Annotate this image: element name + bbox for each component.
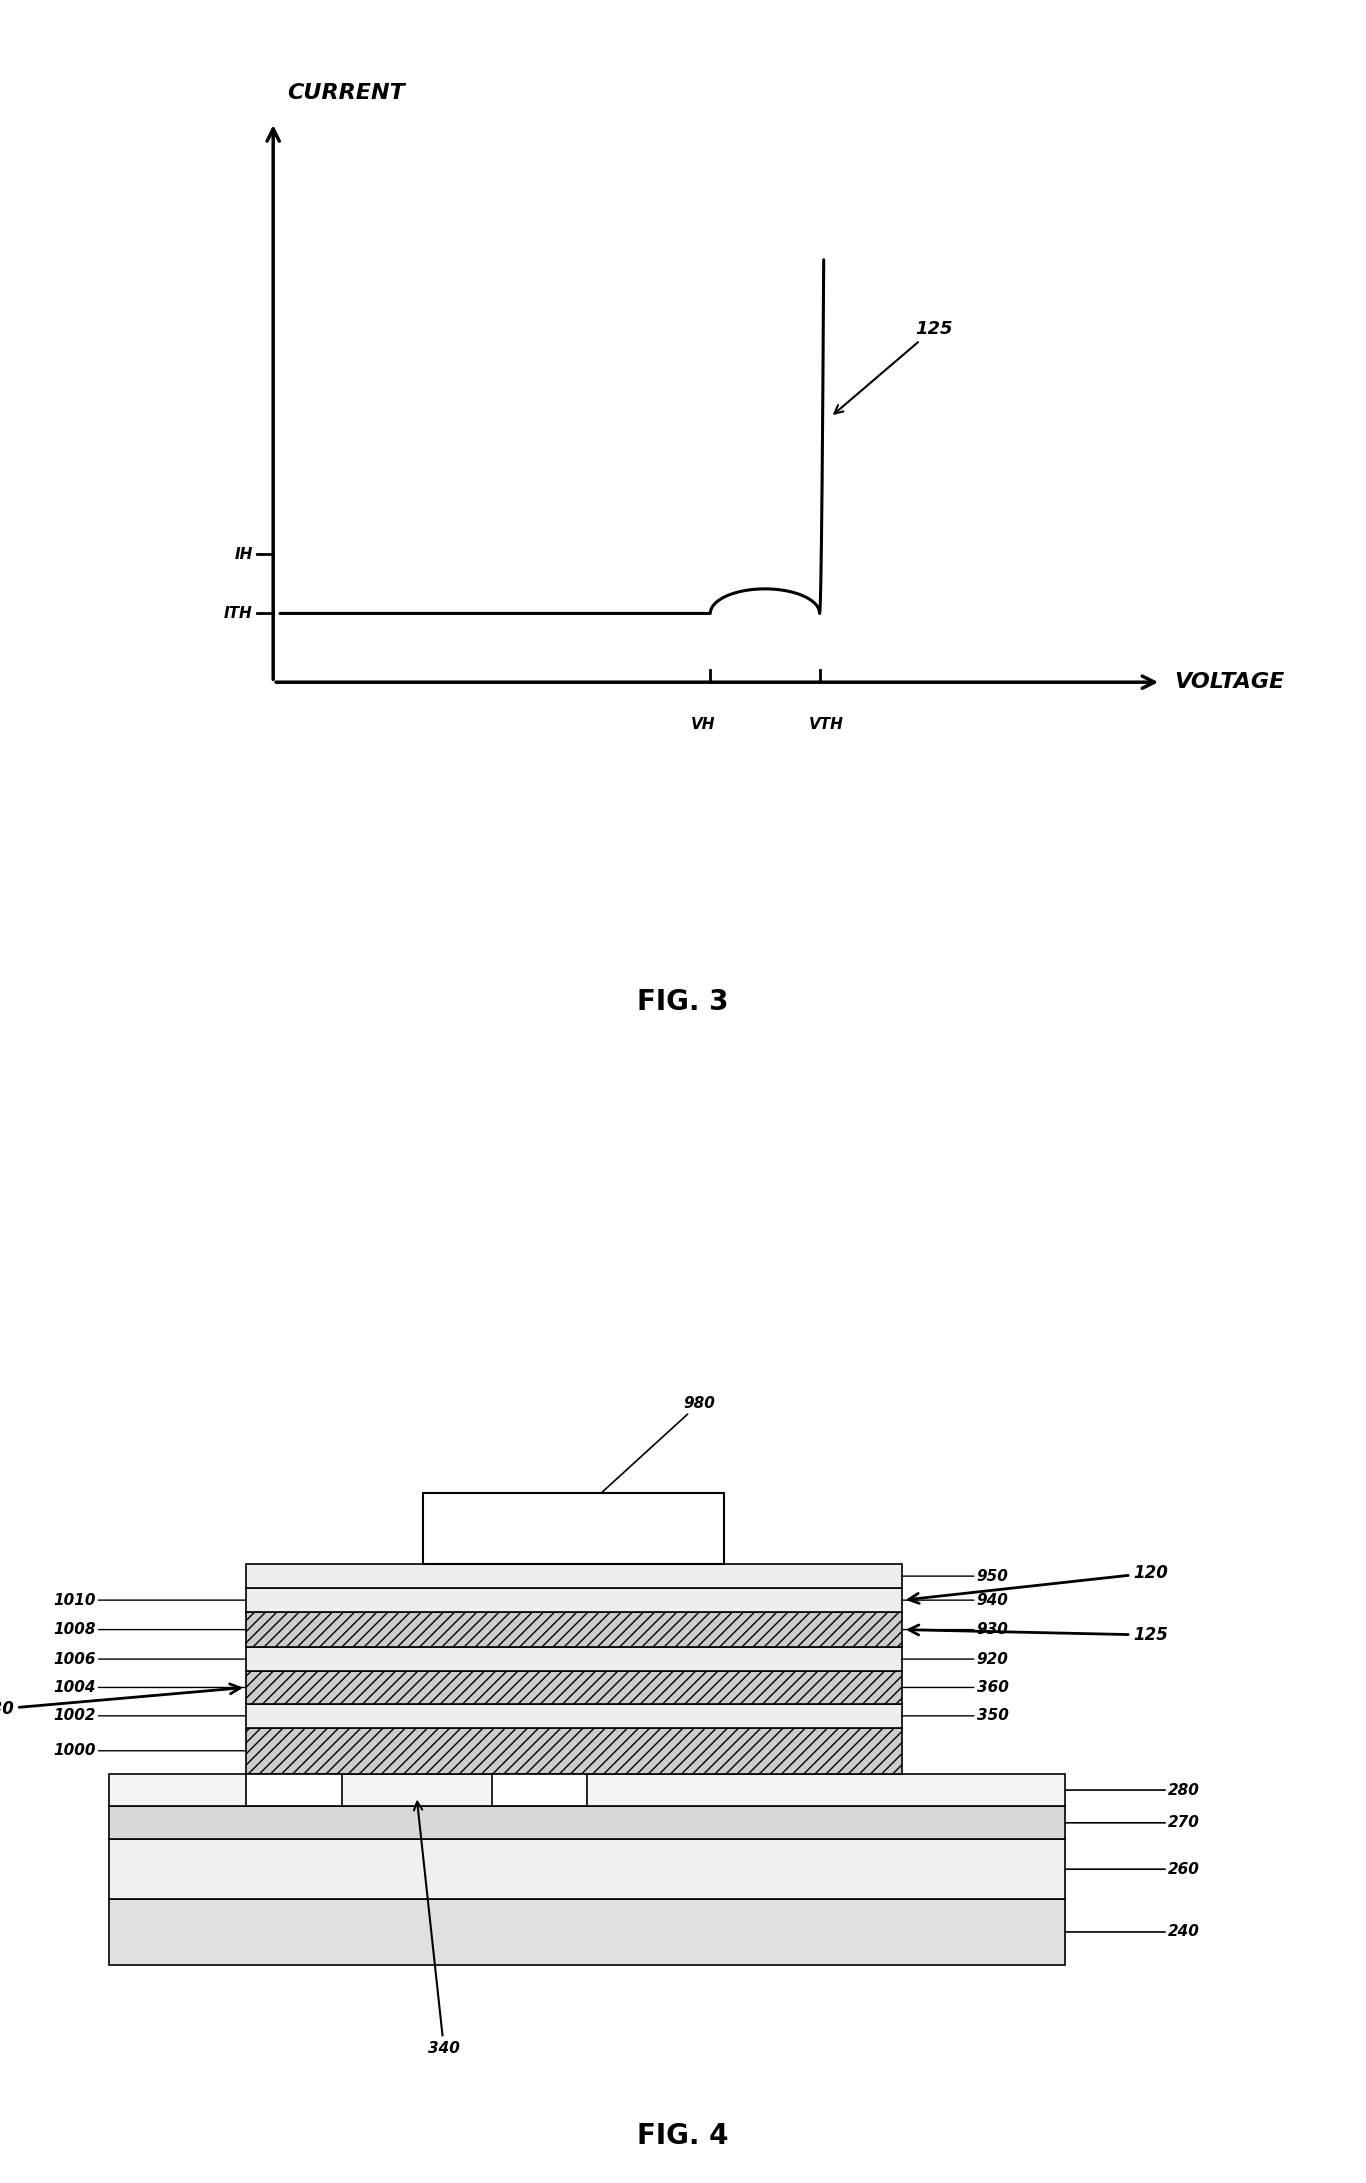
Text: 1006: 1006	[53, 1653, 246, 1666]
Bar	[246, 1648, 902, 1672]
Text: 1008: 1008	[53, 1622, 246, 1637]
Bar	[246, 1773, 342, 1808]
Bar	[492, 1773, 587, 1808]
Text: 130: 130	[0, 1683, 240, 1718]
Text: 1010: 1010	[53, 1594, 246, 1607]
Bar	[423, 1493, 724, 1563]
Text: FIG. 3: FIG. 3	[638, 989, 728, 1017]
Text: 270: 270	[1065, 1816, 1199, 1829]
Text: 280: 280	[1065, 1784, 1199, 1797]
Text: 240: 240	[1065, 1925, 1199, 1939]
Text: 1004: 1004	[53, 1681, 246, 1694]
Bar	[109, 1808, 1065, 1838]
Bar	[246, 1672, 902, 1703]
Text: VH: VH	[691, 716, 716, 731]
Text: 350: 350	[902, 1709, 1008, 1722]
Text: VOLTAGE: VOLTAGE	[1175, 672, 1285, 692]
Bar	[246, 1589, 902, 1611]
Text: ITH: ITH	[224, 607, 253, 620]
Text: IH: IH	[235, 548, 253, 561]
Text: 980: 980	[601, 1397, 714, 1493]
Text: FIG. 4: FIG. 4	[638, 2122, 728, 2150]
Text: 920: 920	[902, 1653, 1008, 1666]
Bar	[109, 1838, 1065, 1899]
Text: 125: 125	[835, 319, 952, 413]
Text: 125: 125	[908, 1624, 1169, 1644]
Bar	[109, 1773, 1065, 1808]
Text: 260: 260	[1065, 1862, 1199, 1877]
Bar	[246, 1703, 902, 1729]
Text: 340: 340	[414, 1801, 460, 2056]
Text: 950: 950	[902, 1570, 1008, 1583]
Text: 360: 360	[902, 1681, 1008, 1694]
Text: 1000: 1000	[53, 1744, 246, 1757]
Text: CURRENT: CURRENT	[287, 83, 404, 103]
Text: 1002: 1002	[53, 1709, 246, 1722]
Bar	[246, 1729, 902, 1773]
Text: VTH: VTH	[809, 716, 844, 731]
Bar	[246, 1563, 902, 1589]
Bar	[246, 1611, 902, 1646]
Text: 930: 930	[902, 1622, 1008, 1637]
Text: 940: 940	[902, 1594, 1008, 1607]
Bar	[109, 1899, 1065, 1965]
Text: 120: 120	[908, 1563, 1169, 1602]
